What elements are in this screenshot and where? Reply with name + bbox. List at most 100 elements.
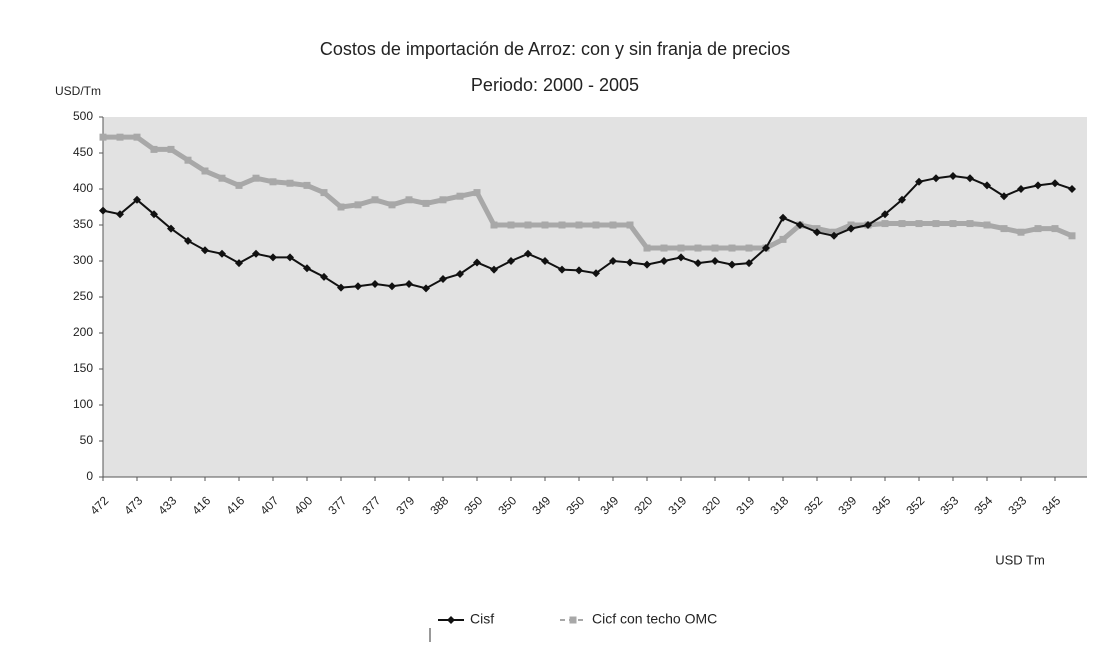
data-point — [235, 259, 243, 268]
data-point — [524, 221, 532, 229]
data-point — [966, 174, 974, 183]
data-point — [813, 228, 821, 237]
x-tick-label: 318 — [767, 493, 791, 517]
data-point — [541, 221, 549, 229]
data-point — [507, 221, 515, 229]
data-point — [286, 253, 294, 262]
data-point — [150, 145, 158, 153]
data-point — [626, 221, 634, 229]
data-point — [779, 213, 787, 222]
data-point — [303, 181, 311, 189]
data-point — [303, 264, 311, 273]
data-point — [388, 201, 396, 209]
data-point — [116, 133, 124, 141]
data-point — [864, 221, 872, 229]
legend-marker — [569, 616, 577, 624]
x-tick-label: 416 — [189, 493, 213, 517]
data-point — [405, 196, 413, 204]
x-tick-label: 377 — [359, 493, 383, 517]
data-point — [779, 235, 787, 243]
data-point — [694, 244, 702, 252]
data-point — [711, 244, 719, 252]
data-point — [320, 189, 328, 197]
data-point — [847, 224, 855, 233]
data-point — [609, 257, 617, 265]
data-point — [881, 210, 889, 219]
data-point — [932, 220, 940, 228]
data-point — [1017, 228, 1025, 236]
data-point — [388, 282, 396, 291]
data-point — [966, 220, 974, 228]
data-point — [745, 244, 753, 252]
data-point — [558, 221, 566, 229]
data-point — [252, 174, 260, 182]
x-tick-label: 388 — [427, 493, 451, 517]
data-point — [796, 221, 804, 229]
y-tick-label: 150 — [73, 361, 93, 375]
x-tick-label: 349 — [597, 493, 621, 517]
data-point — [354, 201, 362, 209]
y-tick-label: 250 — [73, 289, 93, 303]
data-point — [490, 265, 498, 274]
data-point — [915, 220, 923, 228]
data-point — [728, 260, 736, 269]
data-point — [439, 196, 447, 204]
data-point — [1000, 192, 1008, 201]
data-point — [524, 249, 532, 258]
data-point — [660, 257, 668, 265]
x-tick-label: 472 — [87, 493, 111, 517]
x-tick-label: 352 — [903, 493, 927, 517]
x-tick-label: 320 — [699, 493, 723, 517]
data-point — [235, 181, 243, 189]
plot-area — [103, 117, 1087, 477]
data-point — [1017, 185, 1025, 193]
data-point — [1051, 225, 1059, 233]
y-tick-label: 400 — [73, 181, 93, 195]
x-tick-label: 350 — [563, 493, 587, 517]
data-point — [949, 172, 957, 181]
data-point — [269, 253, 277, 262]
y-tick-label: 300 — [73, 253, 93, 267]
data-point — [711, 257, 719, 265]
x-tick-label: 433 — [155, 493, 179, 517]
data-point — [694, 259, 702, 268]
x-tick-label: 473 — [121, 493, 145, 517]
data-point — [643, 260, 651, 269]
data-point — [439, 275, 447, 283]
y-tick-label: 500 — [73, 109, 93, 123]
y-tick-label: 50 — [80, 433, 94, 447]
data-point — [745, 259, 753, 268]
data-point — [881, 220, 889, 228]
data-point — [1051, 179, 1059, 188]
data-point — [983, 181, 991, 190]
x-tick-label: 320 — [631, 493, 655, 517]
data-point — [337, 203, 345, 211]
data-point — [371, 196, 379, 204]
data-point — [456, 269, 464, 278]
data-point — [167, 224, 175, 233]
data-point — [898, 195, 906, 204]
data-point — [490, 221, 498, 229]
x-tick-label: 350 — [461, 493, 485, 517]
data-point — [337, 283, 345, 292]
data-point — [252, 249, 260, 258]
data-point — [456, 192, 464, 200]
data-point — [184, 236, 192, 245]
chart-title: Costos de importación de Arroz: con y si… — [320, 39, 790, 59]
data-point — [201, 246, 209, 255]
data-point — [643, 244, 651, 252]
data-point — [626, 258, 634, 267]
data-point — [592, 269, 600, 278]
x-axis-label: USD Tm — [995, 552, 1045, 567]
data-point — [609, 221, 617, 229]
data-point — [575, 221, 583, 229]
data-point — [677, 244, 685, 252]
data-point — [660, 244, 668, 252]
x-tick-label: 319 — [733, 493, 757, 517]
data-point — [405, 280, 413, 289]
x-tick-label: 407 — [257, 493, 281, 517]
x-tick-label: 345 — [1039, 493, 1063, 517]
data-point — [167, 145, 175, 153]
data-point — [983, 221, 991, 229]
